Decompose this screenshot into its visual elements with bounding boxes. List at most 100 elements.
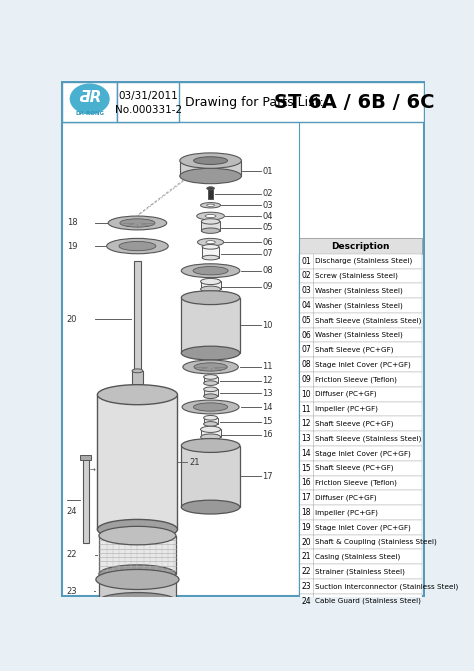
Text: 07: 07: [301, 346, 311, 354]
Bar: [299, 505, 422, 520]
Text: 04: 04: [301, 301, 311, 310]
Text: 03: 03: [301, 287, 311, 295]
Text: 18: 18: [301, 508, 311, 517]
Ellipse shape: [183, 154, 237, 167]
Bar: [105, 601, 111, 613]
Text: 05: 05: [262, 223, 273, 232]
Bar: [299, 327, 422, 342]
Text: No.000331-2: No.000331-2: [115, 105, 182, 115]
Ellipse shape: [194, 157, 228, 164]
Text: 09: 09: [262, 282, 273, 291]
Text: 20: 20: [66, 315, 77, 323]
Text: 06: 06: [262, 238, 273, 247]
Bar: [299, 550, 422, 564]
Bar: [299, 446, 422, 461]
Bar: [299, 357, 422, 372]
Text: 12: 12: [301, 419, 311, 428]
Ellipse shape: [97, 384, 177, 405]
Bar: [299, 372, 422, 386]
Bar: [204, 389, 218, 396]
Bar: [299, 594, 422, 609]
Text: ƋR: ƋR: [78, 90, 101, 105]
Ellipse shape: [119, 242, 156, 251]
Ellipse shape: [97, 519, 177, 539]
Ellipse shape: [207, 187, 214, 190]
Bar: [97, 395, 177, 529]
Bar: [83, 458, 89, 543]
Bar: [299, 417, 422, 431]
Ellipse shape: [193, 403, 228, 411]
Bar: [202, 247, 219, 258]
Text: 22: 22: [301, 567, 311, 576]
Bar: [134, 262, 140, 384]
Bar: [165, 601, 171, 613]
Ellipse shape: [99, 565, 176, 583]
Ellipse shape: [191, 293, 230, 302]
Text: Shaft Sleeve (PC+GF): Shaft Sleeve (PC+GF): [315, 347, 394, 353]
Text: 22: 22: [66, 550, 77, 560]
Text: ST 6A / 6B / 6C: ST 6A / 6B / 6C: [273, 93, 434, 111]
Text: 21: 21: [189, 458, 200, 466]
Bar: [299, 564, 422, 579]
Text: 02: 02: [262, 189, 273, 198]
Bar: [299, 238, 422, 254]
Text: 05: 05: [301, 316, 311, 325]
Bar: [201, 429, 220, 437]
Ellipse shape: [204, 415, 218, 420]
Ellipse shape: [182, 439, 240, 452]
Text: Discharge (Stainless Steel): Discharge (Stainless Steel): [315, 258, 412, 264]
Text: 17: 17: [301, 493, 311, 502]
Text: Drawing for Parts List:: Drawing for Parts List:: [185, 95, 324, 109]
Bar: [62, 82, 424, 122]
Text: 01: 01: [262, 167, 273, 176]
Bar: [208, 189, 213, 199]
Text: 14: 14: [301, 449, 311, 458]
Bar: [204, 418, 218, 424]
Ellipse shape: [193, 266, 228, 275]
Text: →: →: [90, 468, 96, 474]
Bar: [155, 601, 161, 613]
Bar: [142, 601, 148, 613]
Text: 23: 23: [301, 582, 311, 591]
Text: Stage Inlet Cover (PC+GF): Stage Inlet Cover (PC+GF): [315, 450, 411, 456]
Ellipse shape: [204, 381, 218, 385]
Bar: [299, 461, 422, 476]
Text: Washer (Stainless Steel): Washer (Stainless Steel): [315, 332, 403, 338]
Ellipse shape: [201, 278, 220, 285]
Bar: [81, 455, 91, 460]
Text: 17: 17: [262, 472, 273, 481]
Ellipse shape: [197, 212, 225, 220]
Ellipse shape: [183, 360, 238, 374]
Bar: [299, 342, 422, 357]
Ellipse shape: [107, 238, 168, 254]
Text: 16: 16: [262, 430, 273, 440]
Ellipse shape: [204, 387, 218, 392]
Text: 21: 21: [301, 552, 311, 562]
Ellipse shape: [108, 216, 167, 230]
Ellipse shape: [70, 83, 109, 114]
Ellipse shape: [205, 427, 216, 431]
Text: 14: 14: [262, 403, 273, 411]
Ellipse shape: [205, 280, 216, 283]
Text: 11: 11: [262, 362, 273, 372]
Text: 06: 06: [301, 331, 311, 340]
Text: DA-RONG: DA-RONG: [75, 111, 104, 116]
Ellipse shape: [204, 374, 218, 379]
Ellipse shape: [198, 238, 224, 246]
Ellipse shape: [180, 168, 241, 184]
Ellipse shape: [99, 526, 176, 545]
Bar: [99, 580, 176, 603]
Ellipse shape: [204, 394, 218, 399]
Text: 01: 01: [301, 257, 311, 266]
Text: 19: 19: [301, 523, 311, 532]
Text: 02: 02: [301, 272, 311, 280]
Ellipse shape: [207, 204, 214, 207]
Text: 12: 12: [262, 376, 273, 385]
Ellipse shape: [201, 219, 220, 224]
Ellipse shape: [201, 434, 220, 440]
Bar: [299, 520, 422, 535]
Text: Impeller (PC+GF): Impeller (PC+GF): [315, 509, 378, 516]
Text: Shaft Sleeve (Stainless Steel): Shaft Sleeve (Stainless Steel): [315, 435, 422, 442]
Text: 20: 20: [301, 537, 311, 547]
Ellipse shape: [204, 421, 218, 426]
